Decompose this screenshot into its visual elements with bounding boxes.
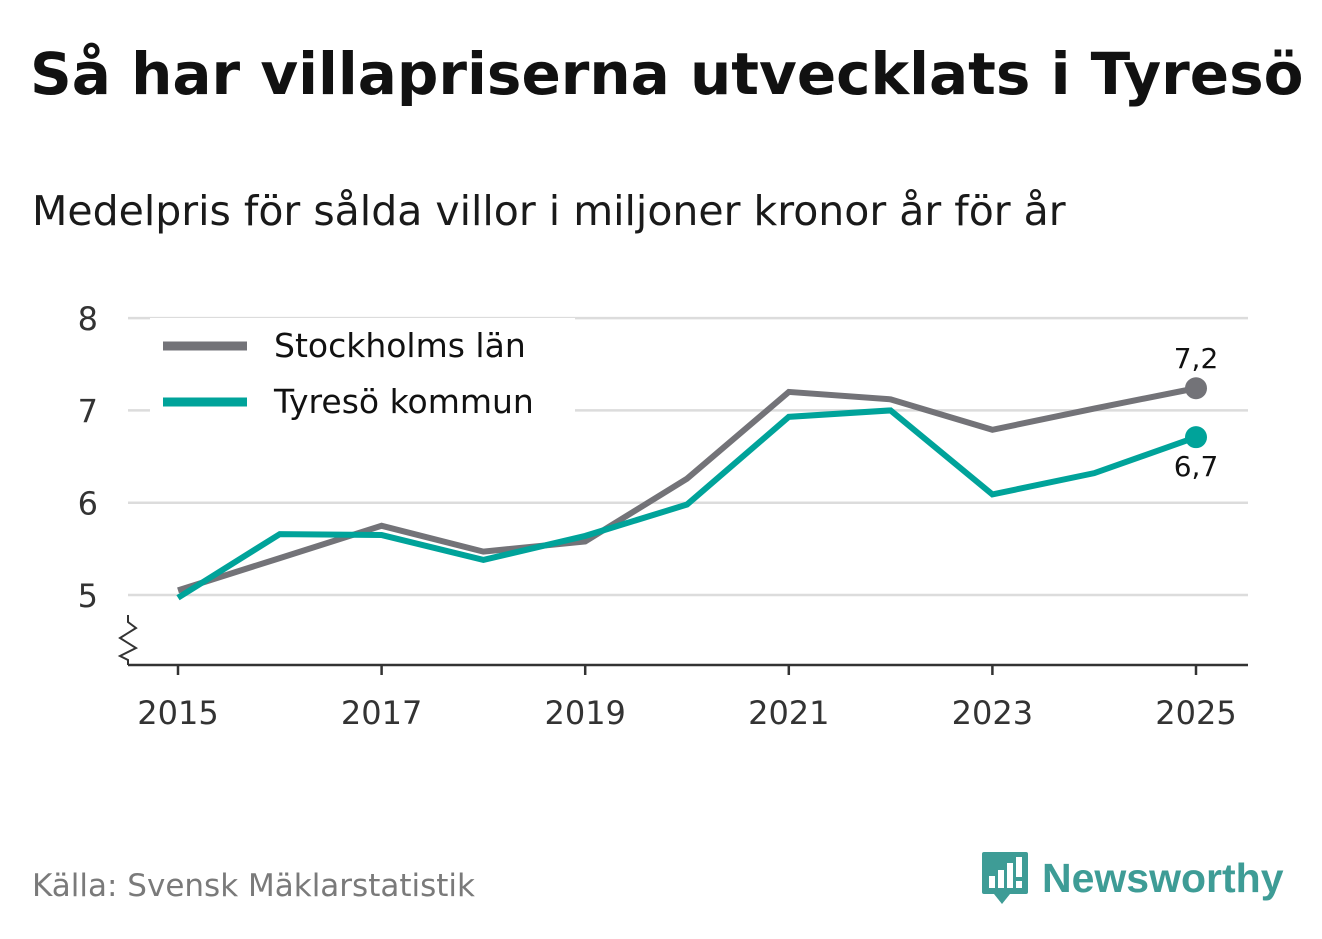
legend-background: [150, 318, 575, 430]
x-tick-label: 2021: [748, 694, 829, 732]
legend-label: Stockholms län: [274, 326, 526, 365]
line-chart: 5 6 7 8 2015 2017 2019 2021 2023 2025 Stockholms …: [78, 300, 1248, 732]
x-tick-label: 2017: [341, 694, 422, 732]
y-tick-label: 6: [78, 485, 98, 523]
series: [176, 377, 1207, 601]
bar-chart-speech-bubble-icon: [982, 852, 1028, 904]
series-end-dot-0: [1185, 377, 1207, 400]
x-tick-label: 2025: [1155, 694, 1236, 732]
source-note: Källa: Svensk Mäklarstatistik: [32, 868, 475, 904]
chart-subtitle: Medelpris för sålda villor i miljoner kr…: [32, 187, 1066, 235]
series-line-1: [176, 407, 1198, 601]
brand-name: Newsworthy: [1042, 854, 1284, 901]
data-labels: 7,2 6,7: [1174, 342, 1219, 483]
brand-logo: Newsworthy: [980, 848, 1284, 908]
chart-title: Så har villapriserna utvecklats i Tyresö: [30, 40, 1304, 108]
x-tick-label: 2019: [544, 694, 625, 732]
x-tick-label: 2023: [952, 694, 1033, 732]
y-tick-label: 5: [78, 577, 98, 615]
legend-label: Tyresö kommun: [273, 382, 534, 421]
end-value-label: 7,2: [1174, 342, 1219, 375]
x-tick-label: 2015: [137, 694, 218, 732]
series-end-dot-1: [1185, 426, 1207, 449]
axes: 5 6 7 8 2015 2017 2019 2021 2023 2025: [78, 300, 1248, 732]
y-tick-label: 8: [78, 300, 98, 338]
end-value-label: 6,7: [1174, 450, 1219, 483]
y-tick-label: 7: [78, 392, 98, 430]
y-axis-break-icon: [117, 615, 139, 665]
legend: Stockholms län Tyresö kommun: [150, 318, 575, 430]
